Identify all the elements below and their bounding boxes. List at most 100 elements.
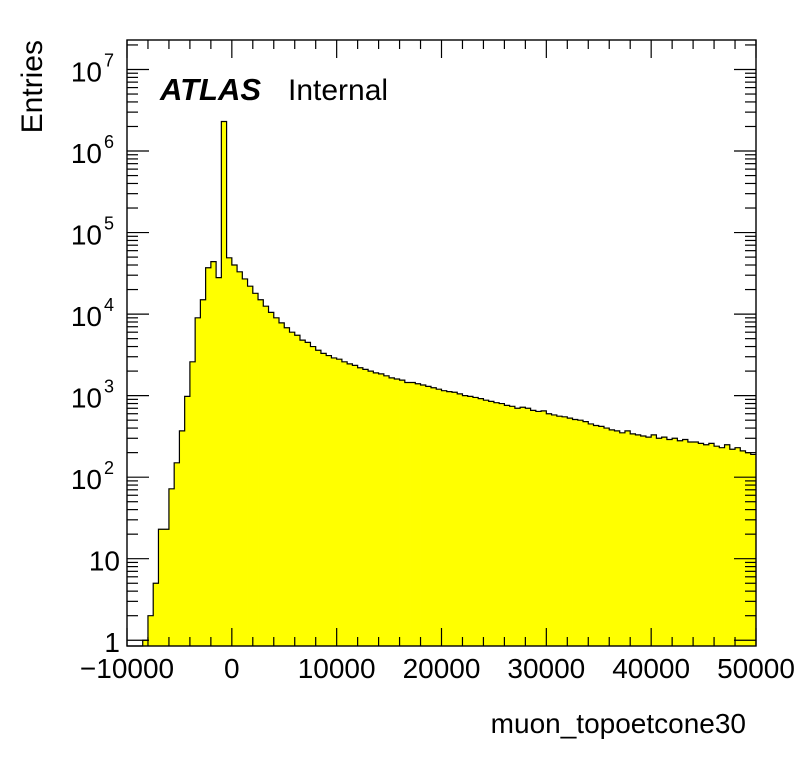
x-tick-label: 0 bbox=[224, 653, 240, 684]
histogram-bar bbox=[598, 426, 605, 646]
histogram-bar bbox=[509, 406, 516, 646]
histogram-bar bbox=[284, 327, 290, 646]
y-tick-label: 10 bbox=[71, 220, 102, 251]
histogram-bar bbox=[237, 271, 243, 646]
y-tick-label: 10 bbox=[71, 138, 102, 169]
histogram-bar bbox=[352, 365, 359, 646]
histogram-bar bbox=[541, 410, 547, 646]
histogram-bar bbox=[614, 430, 621, 646]
histogram-bar bbox=[603, 428, 610, 646]
histogram-bar bbox=[310, 346, 317, 646]
histogram-bar bbox=[378, 373, 385, 646]
y-tick-label-exponent: 5 bbox=[104, 214, 114, 234]
histogram-bar bbox=[672, 438, 678, 646]
histogram-bar bbox=[467, 396, 474, 646]
histogram-bar bbox=[535, 411, 542, 646]
atlas-label: ATLAS bbox=[159, 72, 261, 107]
histogram-bar bbox=[666, 439, 673, 646]
histogram-bar bbox=[326, 355, 332, 646]
histogram-bar bbox=[373, 372, 379, 646]
histogram-bar bbox=[383, 375, 390, 646]
histogram-bar bbox=[436, 389, 442, 646]
y-tick-label: 10 bbox=[71, 56, 102, 87]
histogram-bar bbox=[184, 396, 191, 646]
histogram-bar bbox=[740, 450, 746, 646]
y-tick-label-exponent: 4 bbox=[104, 295, 114, 315]
histogram-bar bbox=[520, 407, 526, 646]
histogram-bar bbox=[499, 403, 505, 646]
histogram-bar bbox=[252, 293, 259, 646]
histogram-bar bbox=[394, 378, 400, 646]
y-tick-label: 10 bbox=[89, 546, 120, 577]
histogram-bar bbox=[221, 121, 227, 647]
x-tick-label: 50000 bbox=[717, 653, 795, 684]
histogram-bar bbox=[698, 443, 704, 646]
histogram-bar bbox=[708, 443, 715, 646]
histogram-bar bbox=[263, 306, 269, 646]
histogram-bar bbox=[362, 369, 369, 646]
histogram-bar bbox=[703, 444, 710, 646]
histogram-bar bbox=[163, 529, 170, 646]
histogram-bar bbox=[478, 398, 484, 646]
histogram-bar bbox=[331, 357, 338, 646]
y-tick-label: 10 bbox=[71, 301, 102, 332]
histogram-bar bbox=[258, 299, 264, 646]
histogram-bar bbox=[687, 442, 694, 646]
histogram-bar bbox=[593, 425, 600, 646]
histogram-bar bbox=[410, 382, 416, 646]
histogram-bar bbox=[714, 446, 720, 646]
histogram-bar bbox=[404, 382, 411, 646]
histogram-bar bbox=[630, 433, 636, 646]
histogram-bar bbox=[514, 408, 521, 646]
y-tick-label-exponent: 2 bbox=[104, 458, 114, 478]
histogram-bar bbox=[273, 317, 280, 646]
x-tick-label: 10000 bbox=[298, 653, 376, 684]
histogram-bar bbox=[530, 410, 537, 646]
y-tick-label-exponent: 3 bbox=[104, 377, 114, 397]
histogram-bar bbox=[609, 429, 615, 646]
histogram-bar bbox=[546, 413, 552, 646]
histogram-bar bbox=[661, 437, 668, 646]
histogram-bar bbox=[588, 423, 594, 646]
histogram-bar bbox=[357, 367, 364, 646]
histogram-bar bbox=[299, 340, 306, 646]
histogram-bar bbox=[745, 452, 752, 646]
y-tick-label-exponent: 6 bbox=[104, 132, 114, 152]
histogram-bar bbox=[368, 371, 374, 646]
histogram-bar bbox=[483, 400, 490, 646]
y-tick-label: 10 bbox=[71, 383, 102, 414]
histogram-bar bbox=[457, 393, 463, 646]
histogram-bar bbox=[305, 342, 311, 646]
histogram-bar bbox=[153, 583, 159, 646]
histogram-bar bbox=[677, 440, 684, 646]
histogram-bar bbox=[635, 434, 642, 646]
histogram-bar bbox=[320, 353, 327, 646]
x-tick-label: 30000 bbox=[507, 653, 585, 684]
histogram-bar bbox=[315, 350, 322, 646]
histogram-bar bbox=[651, 434, 657, 646]
histogram-bar bbox=[158, 529, 165, 646]
histogram-bar bbox=[446, 391, 453, 646]
histogram-bar bbox=[735, 447, 741, 646]
x-axis-title: muon_topoetcone30 bbox=[491, 708, 746, 739]
histogram-bar bbox=[525, 408, 532, 646]
x-tick-label: 40000 bbox=[612, 653, 690, 684]
histogram-bar bbox=[389, 377, 395, 646]
histogram-bar bbox=[195, 317, 201, 646]
histogram-bar bbox=[336, 359, 343, 646]
histogram-bar bbox=[142, 640, 149, 646]
histogram-bar bbox=[347, 363, 353, 646]
histogram-bar bbox=[724, 444, 731, 646]
histogram-bar bbox=[289, 332, 296, 646]
histogram-bar bbox=[415, 383, 421, 646]
histogram-bar bbox=[577, 420, 584, 646]
histogram-bar bbox=[729, 449, 736, 646]
histogram-bar bbox=[451, 392, 458, 646]
histogram-bar bbox=[399, 380, 406, 646]
histogram-bar bbox=[562, 416, 568, 646]
x-tick-label: 20000 bbox=[403, 653, 481, 684]
histogram-bars bbox=[142, 121, 757, 647]
histogram-bar bbox=[231, 265, 238, 646]
histogram-bar bbox=[567, 418, 573, 646]
